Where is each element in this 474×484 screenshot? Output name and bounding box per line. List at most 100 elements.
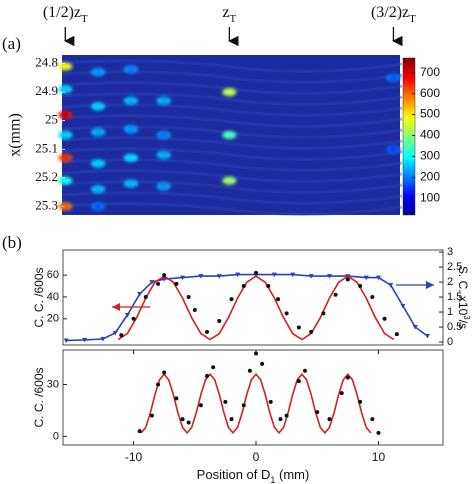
spot-core <box>160 184 168 189</box>
text-part: 3 <box>462 315 471 320</box>
data-point <box>276 297 281 302</box>
data-point <box>192 308 197 313</box>
series-line <box>117 275 395 341</box>
spot-core <box>160 152 168 158</box>
texture <box>61 59 403 73</box>
texture <box>61 158 403 172</box>
series-line <box>140 372 372 435</box>
spot-core <box>61 178 69 183</box>
texture <box>61 70 403 84</box>
data-point <box>382 316 387 321</box>
spot-core <box>225 132 233 138</box>
data-point <box>284 413 289 418</box>
text-part: /s <box>456 320 470 329</box>
texture <box>61 180 403 194</box>
line-marker <box>235 272 241 278</box>
z-marker-label: (3/2)zT <box>371 4 416 25</box>
data-point <box>296 325 301 330</box>
colorbar-tick-label: 500 <box>420 107 440 121</box>
x-axis-label: Position of D1 (mm) <box>197 467 310 484</box>
text-part: z <box>222 4 229 21</box>
y-tick-label: 25.1 <box>35 140 58 155</box>
colorbar <box>402 57 416 216</box>
data-point <box>223 399 228 404</box>
line-marker <box>82 337 88 343</box>
y-tick-label: 25 <box>45 112 58 127</box>
line-marker <box>63 338 69 344</box>
data-point <box>284 311 289 316</box>
data-point <box>394 332 399 337</box>
data-point <box>345 375 350 380</box>
y-tick-label: 24.8 <box>35 55 58 70</box>
spot-core <box>127 181 135 186</box>
line-marker <box>161 277 167 282</box>
y2-axis-label: S. C. x103/s <box>456 266 472 329</box>
data-point <box>327 417 332 422</box>
data-point <box>296 379 301 384</box>
y2-tick-label: 0 <box>447 336 453 348</box>
line-marker <box>100 337 106 342</box>
data-point <box>229 297 234 302</box>
line-marker <box>149 280 155 285</box>
y-tick-label: 24.9 <box>35 83 58 98</box>
colorbar-tick-label: 100 <box>420 190 440 204</box>
data-point <box>345 277 350 282</box>
spot-core <box>225 89 233 95</box>
data-point <box>186 420 191 425</box>
text-part: (mm) <box>275 467 309 482</box>
data-point <box>333 292 338 297</box>
data-point <box>302 368 307 373</box>
data-point <box>376 430 381 435</box>
data-point <box>131 316 136 321</box>
data-point <box>156 382 161 387</box>
colorbar-tick-label: 600 <box>420 86 440 100</box>
line-marker <box>388 283 394 288</box>
data-point <box>174 281 179 286</box>
data-point <box>162 273 167 278</box>
spot-core <box>61 155 69 161</box>
spot-core <box>94 129 102 135</box>
line-marker <box>124 313 130 318</box>
text-part: (1/2)z <box>43 4 81 21</box>
data-point <box>254 351 259 356</box>
data-point <box>321 311 326 316</box>
spot-core <box>61 112 69 118</box>
y-tick-label: 20 <box>47 313 59 325</box>
texture <box>61 114 403 128</box>
data-point <box>149 413 154 418</box>
texture <box>61 202 403 216</box>
spot-core <box>127 67 135 72</box>
panel-label: (b) <box>2 233 22 252</box>
y-tick-label: 60 <box>47 269 59 281</box>
data-point <box>211 365 216 370</box>
data-point <box>162 370 167 375</box>
text-part: S. C. x10 <box>456 266 470 316</box>
spots <box>58 62 401 211</box>
spot-core <box>61 204 69 209</box>
y2-tick-label: 2 <box>447 276 453 288</box>
spot-core <box>94 161 102 166</box>
text-part: T <box>230 13 237 25</box>
text-part: 1 <box>270 475 275 484</box>
data-point <box>358 284 363 289</box>
data-point <box>315 410 320 415</box>
z-marker-label: zT <box>222 4 236 25</box>
y-tick-label: 25.2 <box>35 169 58 184</box>
spot-core <box>127 155 135 161</box>
data-point <box>180 417 185 422</box>
data-point <box>254 270 259 275</box>
spot-core <box>127 127 135 132</box>
data-point <box>229 417 234 422</box>
data-point <box>370 417 375 422</box>
x-tick-label: 0 <box>253 450 260 464</box>
y-tick-label: 40 <box>47 291 59 303</box>
line-marker <box>290 272 296 278</box>
spot-core <box>127 98 135 103</box>
line-marker <box>137 292 143 297</box>
line-marker <box>112 331 118 336</box>
spot-core <box>61 64 69 69</box>
y2-tick-label: 3 <box>447 246 453 258</box>
texture <box>61 191 403 205</box>
colorbar-tick-label: 700 <box>420 65 440 79</box>
data-point <box>370 294 375 299</box>
